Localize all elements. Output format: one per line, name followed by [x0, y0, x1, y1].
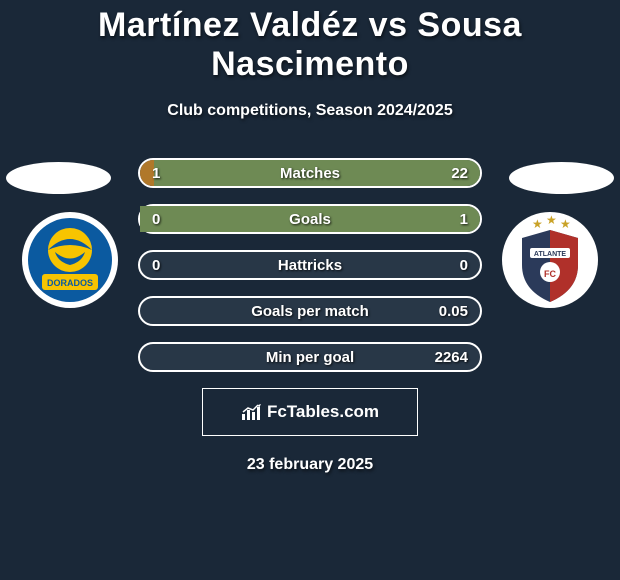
stat-value-right: 22 — [451, 165, 468, 182]
subtitle: Club competitions, Season 2024/2025 — [0, 102, 620, 120]
stat-value-left: 0 — [152, 257, 160, 274]
stat-row: 2264 Min per goal — [138, 342, 482, 372]
right-club-badge: ★ ★ ★ ATLANTE FC — [500, 210, 600, 310]
stat-rows: 1 22 Matches 0 1 Goals 0 0 Hattricks 0.05 Goals pe… — [138, 158, 482, 372]
stat-label: Goals — [289, 211, 331, 228]
svg-text:★: ★ — [532, 217, 543, 231]
stat-value-right: 0 — [460, 257, 468, 274]
stat-row: 0 1 Goals — [138, 204, 482, 234]
stat-row: 0.05 Goals per match — [138, 296, 482, 326]
svg-text:DORADOS: DORADOS — [47, 278, 93, 288]
stat-label: Goals per match — [251, 303, 369, 320]
stat-value-right: 1 — [460, 211, 468, 228]
brand-text: FcTables.com — [267, 402, 379, 422]
brand-box[interactable]: FcTables.com — [202, 388, 418, 436]
stat-label: Matches — [280, 165, 340, 182]
date-text: 23 february 2025 — [0, 456, 620, 474]
page-title: Martínez Valdéz vs Sousa Nascimento — [0, 0, 620, 84]
stat-value-left: 0 — [152, 211, 160, 228]
stat-label: Min per goal — [266, 349, 354, 366]
svg-text:★: ★ — [560, 217, 571, 231]
left-top-ellipse — [6, 162, 111, 194]
chart-icon — [241, 403, 263, 421]
stat-value-left: 1 — [152, 165, 160, 182]
svg-text:ATLANTE: ATLANTE — [534, 251, 566, 258]
left-club-badge: DORADOS — [20, 210, 120, 310]
right-top-ellipse — [509, 162, 614, 194]
svg-text:★: ★ — [546, 213, 557, 227]
comparison-content: DORADOS ★ ★ ★ ATLANTE FC 1 22 Matches 0 1 Goa… — [0, 158, 620, 474]
stat-label: Hattricks — [278, 257, 342, 274]
svg-text:FC: FC — [544, 269, 556, 279]
stat-row: 1 22 Matches — [138, 158, 482, 188]
stat-value-right: 0.05 — [439, 303, 468, 320]
stat-row: 0 0 Hattricks — [138, 250, 482, 280]
stat-value-right: 2264 — [435, 349, 468, 366]
